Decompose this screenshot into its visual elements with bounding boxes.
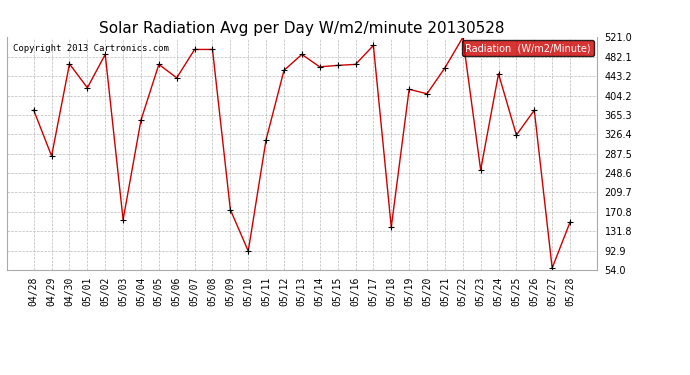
Legend: Radiation  (W/m2/Minute): Radiation (W/m2/Minute) <box>462 40 594 56</box>
Title: Solar Radiation Avg per Day W/m2/minute 20130528: Solar Radiation Avg per Day W/m2/minute … <box>99 21 504 36</box>
Text: Copyright 2013 Cartronics.com: Copyright 2013 Cartronics.com <box>13 45 168 54</box>
